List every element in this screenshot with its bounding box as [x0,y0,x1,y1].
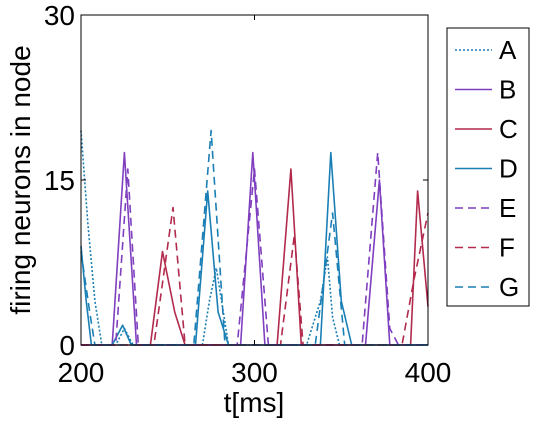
legend-label-b: B [499,75,516,105]
series-line-e [81,151,428,346]
x-axis-label: t[ms] [224,387,285,418]
legend-label-a: A [499,35,517,65]
tick-layer: 200 300 400 0 15 30 [44,0,452,388]
series-line-g [80,129,428,346]
series-line-f [81,206,429,346]
legend-label-g: G [499,272,519,302]
legend-label-f: F [499,233,515,263]
x-tick-label: 300 [231,357,278,388]
legend-label-d: D [499,154,518,184]
legend-label-e: E [499,193,516,223]
legend-label-c: C [499,114,518,144]
y-tick-label: 15 [44,165,75,196]
y-tick-label: 0 [59,330,75,361]
x-tick-label: 400 [405,357,452,388]
series-line-a [80,130,428,346]
x-tick-label: 200 [58,357,105,388]
y-axis-label: firing neurons in node [5,45,36,314]
legend-box [446,27,530,307]
y-tick-label: 30 [44,0,75,31]
series-line-b [81,151,428,346]
